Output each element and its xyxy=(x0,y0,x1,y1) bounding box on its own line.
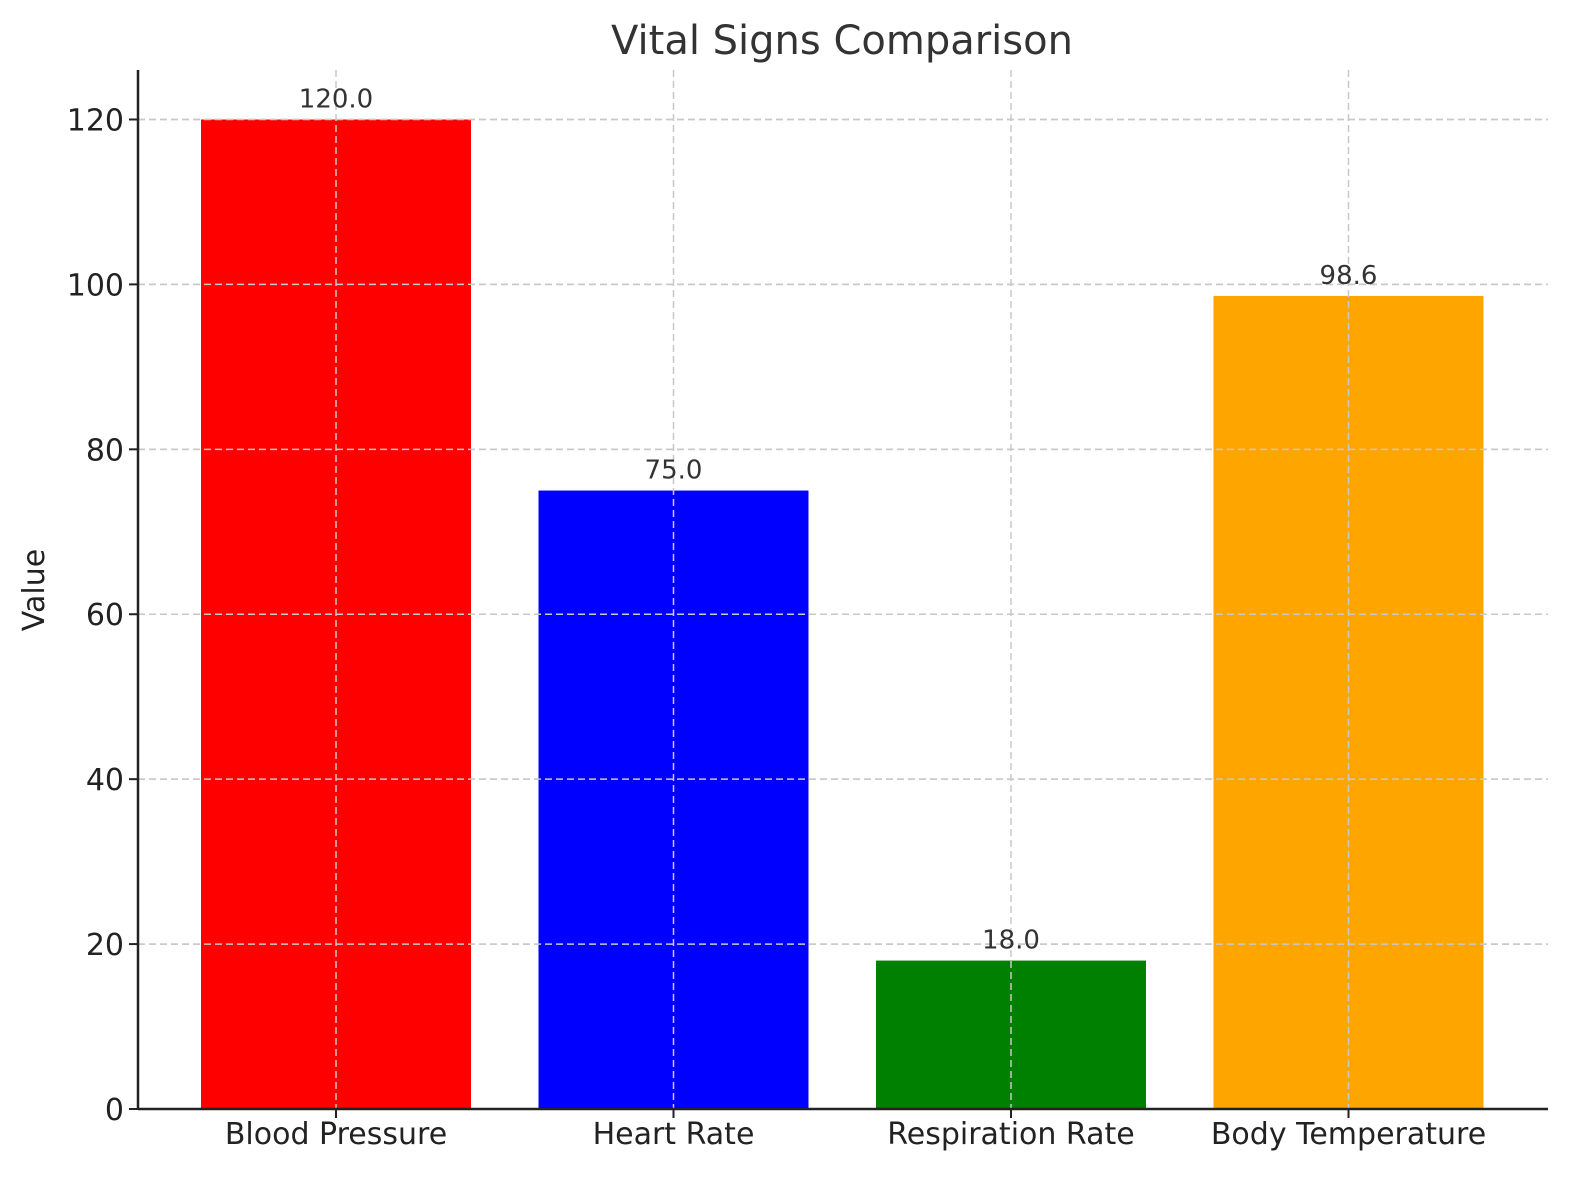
y-axis-label: Value xyxy=(17,549,52,631)
y-tick-label: 120 xyxy=(67,103,124,138)
y-tick-label: 60 xyxy=(86,598,124,633)
chart-title: Vital Signs Comparison xyxy=(611,18,1073,64)
y-tick-label: 0 xyxy=(105,1093,124,1128)
y-tick-label: 20 xyxy=(86,928,124,963)
x-tick-label: Respiration Rate xyxy=(887,1117,1134,1152)
x-tick-label: Body Temperature xyxy=(1211,1117,1486,1152)
y-tick-label: 80 xyxy=(86,433,124,468)
bar-value-label: 75.0 xyxy=(645,456,703,486)
bar-value-label: 18.0 xyxy=(982,926,1040,956)
overlay-grid-layer xyxy=(138,70,1548,1109)
bar-value-label: 98.6 xyxy=(1320,261,1378,291)
bar-value-label: 120.0 xyxy=(299,84,373,114)
x-tick-label: Heart Rate xyxy=(593,1117,755,1152)
y-tick-label: 40 xyxy=(86,763,124,798)
y-tick-label: 100 xyxy=(67,268,124,303)
axis-layer xyxy=(129,70,1548,1118)
x-tick-label: Blood Pressure xyxy=(225,1117,447,1152)
label-layer: 0 20 40 60 80 100 120 Blood Pressure Heart Rate R… xyxy=(67,84,1486,1152)
